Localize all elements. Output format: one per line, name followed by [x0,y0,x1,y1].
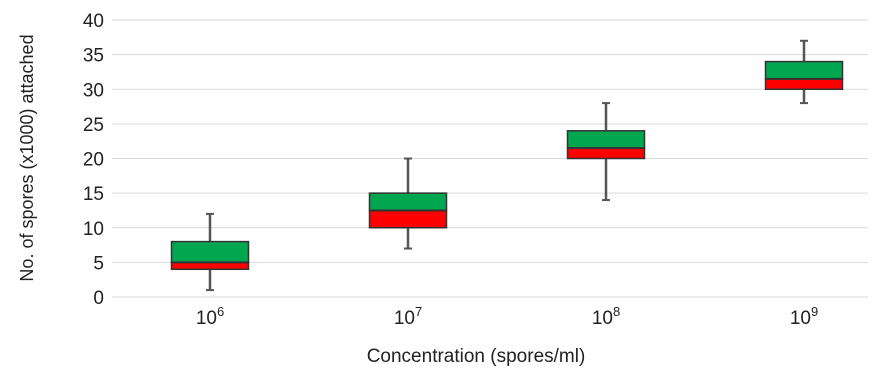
x-axis-title: Concentration (spores/ml) [367,346,586,367]
y-tick-label: 15 [83,184,104,205]
y-tick-label: 35 [83,46,104,67]
y-tick-label: 25 [83,115,104,136]
boxes [170,39,844,292]
x-tick-label: 106 [196,304,224,329]
y-tick-label: 5 [93,253,104,274]
upper-quartile-box [764,60,844,80]
x-tick-label: 108 [592,304,620,329]
y-tick-label: 10 [83,219,104,240]
lower-quartile-box [170,261,250,271]
box-4 [764,39,844,105]
lower-quartile-box [764,78,844,91]
upper-quartile-box [566,130,646,149]
y-tick-label: 40 [83,11,104,32]
y-tick-label: 20 [83,150,104,171]
box-2 [368,157,448,250]
upper-quartile-box [368,192,448,212]
y-axis-title: No. of spores (x1000) attached [17,34,37,281]
x-tick-labels: 106 107 108 109 [196,304,818,329]
x-tick-label: 109 [790,304,818,329]
lower-quartile-box [566,147,646,160]
upper-quartile-box [170,240,250,264]
box-3 [566,102,646,202]
x-tick-label: 107 [394,304,422,329]
y-tick-labels: 0 5 10 15 20 25 30 35 40 [83,11,104,309]
lower-quartile-box [368,209,448,229]
y-tick-label: 0 [93,288,104,309]
box-1 [170,212,250,292]
y-tick-label: 30 [83,80,104,101]
